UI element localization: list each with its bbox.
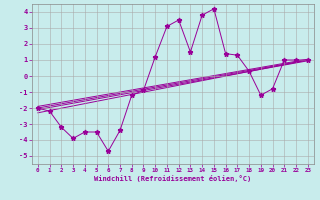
- X-axis label: Windchill (Refroidissement éolien,°C): Windchill (Refroidissement éolien,°C): [94, 175, 252, 182]
